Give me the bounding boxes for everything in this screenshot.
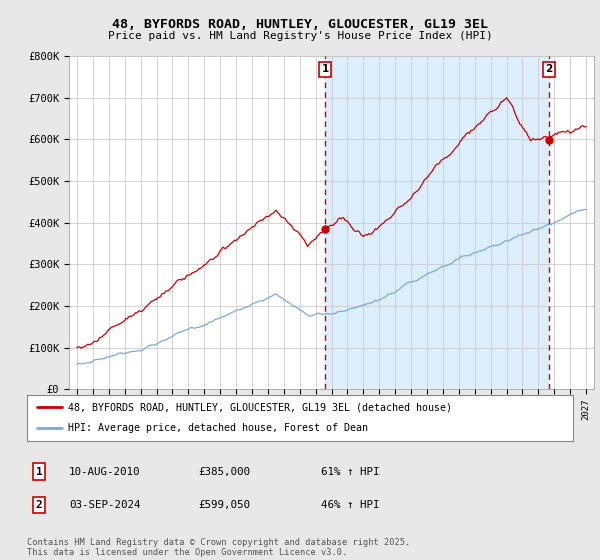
Text: 46% ↑ HPI: 46% ↑ HPI (321, 500, 380, 510)
Text: 61% ↑ HPI: 61% ↑ HPI (321, 466, 380, 477)
Text: 48, BYFORDS ROAD, HUNTLEY, GLOUCESTER, GL19 3EL: 48, BYFORDS ROAD, HUNTLEY, GLOUCESTER, G… (112, 18, 488, 31)
Text: 48, BYFORDS ROAD, HUNTLEY, GLOUCESTER, GL19 3EL (detached house): 48, BYFORDS ROAD, HUNTLEY, GLOUCESTER, G… (68, 402, 452, 412)
Text: £599,050: £599,050 (198, 500, 250, 510)
Text: 1: 1 (322, 64, 329, 74)
Text: 2: 2 (545, 64, 553, 74)
Text: 2: 2 (35, 500, 43, 510)
Text: £385,000: £385,000 (198, 466, 250, 477)
Text: Contains HM Land Registry data © Crown copyright and database right 2025.
This d: Contains HM Land Registry data © Crown c… (27, 538, 410, 557)
Text: 1: 1 (35, 466, 43, 477)
Text: 03-SEP-2024: 03-SEP-2024 (69, 500, 140, 510)
Text: Price paid vs. HM Land Registry's House Price Index (HPI): Price paid vs. HM Land Registry's House … (107, 31, 493, 41)
Bar (325, 56, 549, 389)
Text: HPI: Average price, detached house, Forest of Dean: HPI: Average price, detached house, Fore… (68, 423, 368, 433)
Text: 10-AUG-2010: 10-AUG-2010 (69, 466, 140, 477)
